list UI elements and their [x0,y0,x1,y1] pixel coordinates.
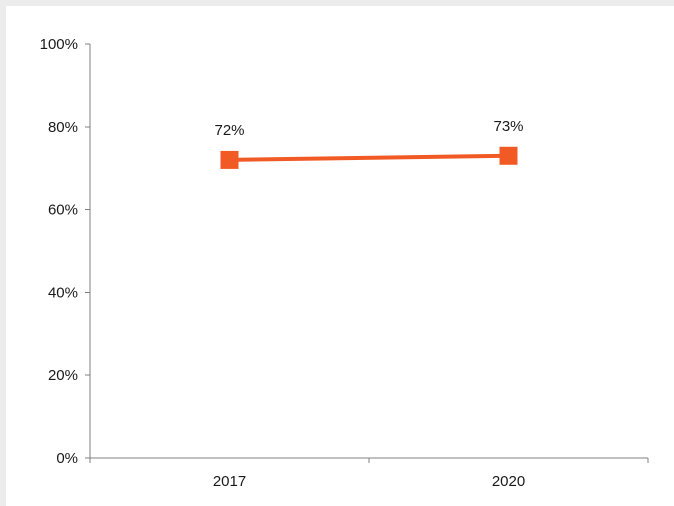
x-tick-label: 2020 [492,473,525,490]
chart-area: 0% 20% 40% 60% 80% 100% 2017 2020 72% 73% [6,6,674,506]
y-tick-label: 20% [48,367,78,384]
x-tick-label: 2017 [213,473,246,490]
y-tick-label: 80% [48,119,78,136]
y-tick-label: 0% [56,450,78,467]
y-tick-label: 60% [48,202,78,219]
line-chart: 0% 20% 40% 60% 80% 100% 2017 2020 72% 73% [40,36,649,490]
y-tick-label: 100% [40,36,78,53]
series-line [229,153,509,162]
data-point-marker [499,146,518,165]
data-point-marker [220,150,239,169]
data-label: 72% [214,122,244,139]
y-tick-label: 40% [48,284,78,301]
data-label: 73% [493,118,523,135]
